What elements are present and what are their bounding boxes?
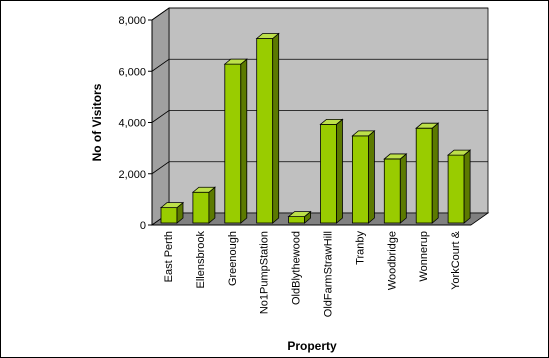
bar-side-5 — [336, 118, 343, 224]
bar-top-0 — [159, 202, 185, 209]
bar-side-1 — [208, 186, 216, 224]
bar-front-2 — [224, 63, 242, 224]
bar-front-3 — [256, 38, 274, 224]
x-tick-label: Wonnerup — [418, 231, 430, 282]
gridline — [151, 7, 488, 21]
bar-front-4 — [288, 216, 306, 224]
bar-side-8 — [431, 122, 439, 224]
y-tick-label: 2,000 — [118, 169, 146, 181]
y-tick-label: 8,000 — [118, 15, 146, 27]
x-tick-label: Ellensbrook — [195, 231, 207, 289]
bar-top-2 — [223, 58, 248, 65]
bar-top-3 — [255, 33, 280, 39]
bar-top-1 — [191, 186, 217, 193]
gridline — [151, 161, 488, 175]
y-tick-label: 0 — [140, 220, 146, 232]
x-axis-title: Property — [287, 339, 337, 353]
bar-top-4 — [287, 211, 312, 217]
bar-top-8 — [415, 122, 440, 129]
x-tick-label: East Perth — [163, 231, 175, 282]
bar-top-5 — [319, 118, 344, 125]
bar-front-1 — [192, 191, 210, 224]
gridline — [151, 58, 488, 72]
bar-side-7 — [399, 153, 407, 224]
bar-top-7 — [383, 153, 408, 160]
gridline — [151, 110, 488, 123]
bar-front-5 — [320, 123, 337, 224]
bar-front-0 — [160, 207, 178, 224]
y-tick-label: 6,000 — [118, 66, 146, 78]
x-tick-label: OldBlythewood — [291, 231, 303, 305]
bar-side-6 — [367, 130, 375, 224]
bar-side-9 — [463, 149, 471, 224]
bar-side-2 — [240, 58, 248, 224]
bar-front-9 — [447, 154, 465, 224]
y-axis-title: No of Visitors — [90, 83, 104, 161]
x-tick-label: YorkCourt & — [450, 230, 462, 290]
bar-top-9 — [446, 149, 472, 156]
x-tick-label: Greenough — [227, 231, 239, 286]
bar-front-7 — [383, 158, 401, 224]
bar-top-6 — [351, 130, 376, 137]
y-tick-label: 4,000 — [118, 118, 146, 130]
x-tick-label: Tranby — [354, 231, 366, 265]
bar-front-6 — [351, 135, 369, 224]
x-tick-label: No1PumpStation — [259, 231, 271, 314]
bar-side-3 — [272, 32, 280, 224]
bar-front-8 — [415, 127, 433, 224]
x-tick-label: OldFarmStrawHill — [322, 231, 334, 317]
x-tick-label: Woodbridge — [386, 231, 398, 290]
